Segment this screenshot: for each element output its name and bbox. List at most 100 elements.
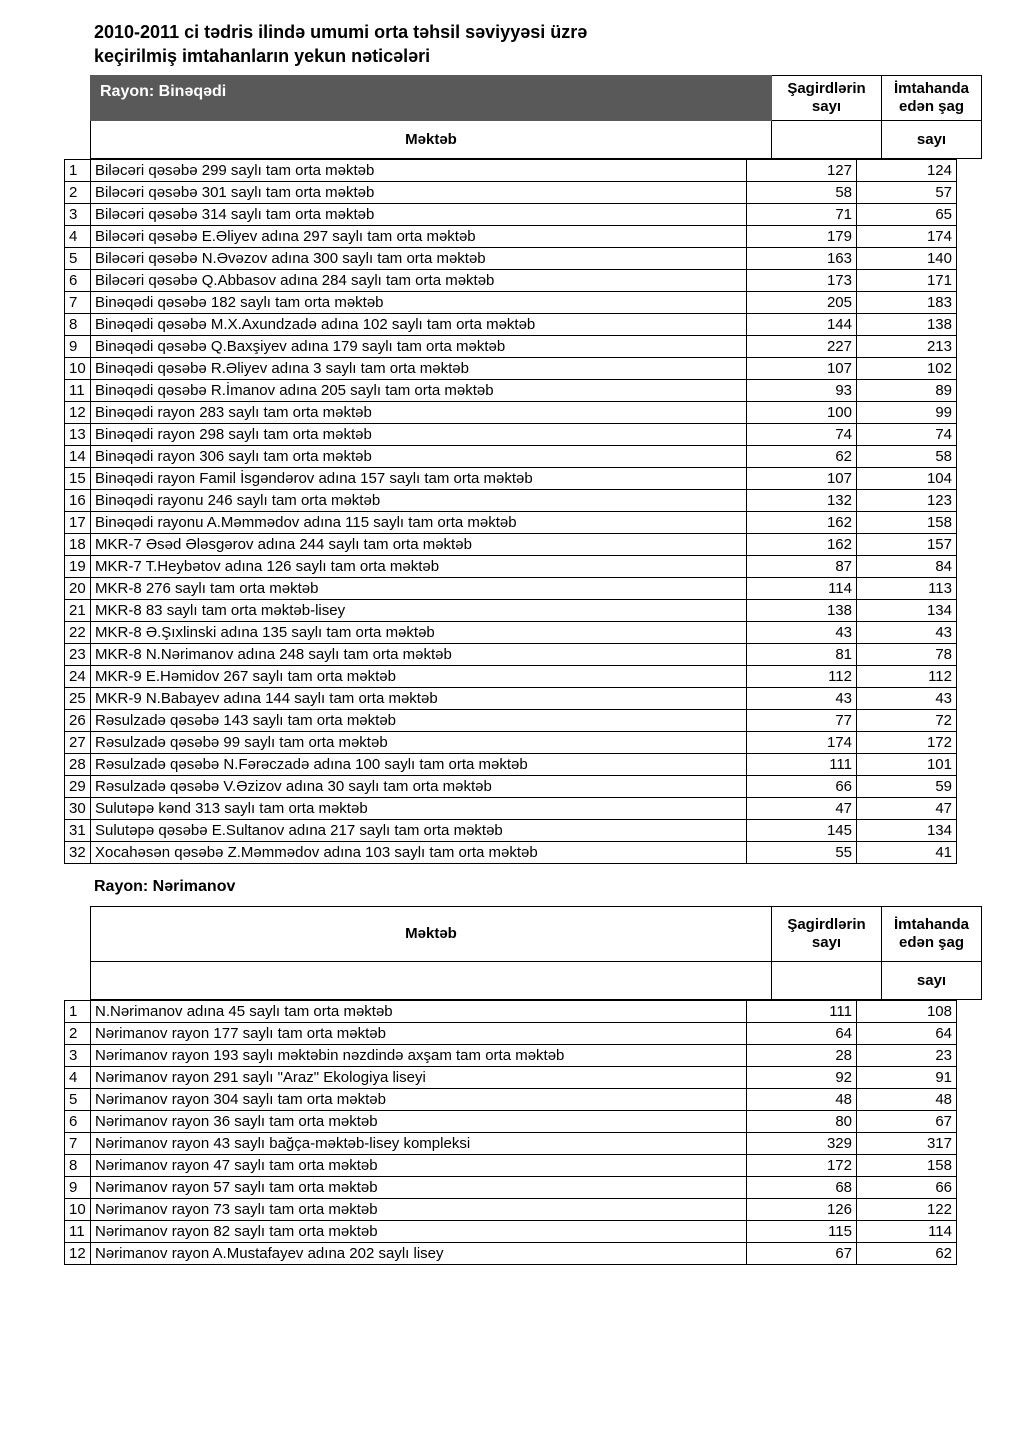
school-name: Nərimanov rayon 304 saylı tam orta məktə… (91, 1088, 747, 1110)
table-row: 9Binəqədi qəsəbə Q.Baxşiyev adına 179 sa… (65, 335, 957, 357)
table-row: 1N.Nərimanov adına 45 saylı tam orta mək… (65, 1000, 957, 1022)
exam-count: 78 (857, 643, 957, 665)
school-name: Binəqədi rayon 283 saylı tam orta məktəb (91, 401, 747, 423)
exam-count: 43 (857, 687, 957, 709)
table-row: 28Rəsulzadə qəsəbə N.Fərəczadə adına 100… (65, 753, 957, 775)
students-count: 74 (747, 423, 857, 445)
school-name: MKR-9 E.Həmidov 267 saylı tam orta məktə… (91, 665, 747, 687)
table-row: 5Biləcəri qəsəbə N.Əvəzov adına 300 sayl… (65, 247, 957, 269)
exam-count: 101 (857, 753, 957, 775)
school-name: MKR-8 276 saylı tam orta məktəb (91, 577, 747, 599)
school-name: Binəqədi rayon 306 saylı tam orta məktəb (91, 445, 747, 467)
students-count: 80 (747, 1110, 857, 1132)
school-name: Binəqədi rayonu A.Məmmədov adına 115 say… (91, 511, 747, 533)
row-number: 2 (65, 1022, 91, 1044)
region2-subheader: sayı (90, 962, 1020, 1000)
row-number: 30 (65, 797, 91, 819)
row-number: 11 (65, 379, 91, 401)
school-name: Xocahəsən qəsəbə Z.Məmmədov adına 103 sa… (91, 841, 747, 863)
table-row: 11Binəqədi qəsəbə R.İmanov adına 205 say… (65, 379, 957, 401)
row-number: 2 (65, 181, 91, 203)
page-title: 2010-2011 ci tədris ilində umumi orta tə… (90, 20, 1020, 69)
school-name: MKR-7 T.Heybətov adına 126 saylı tam ort… (91, 555, 747, 577)
table-row: 10Nərimanov rayon 73 saylı tam orta məkt… (65, 1198, 957, 1220)
table-row: 13Binəqədi rayon 298 saylı tam orta məkt… (65, 423, 957, 445)
students-count: 112 (747, 665, 857, 687)
exam-count: 172 (857, 731, 957, 753)
students-count: 71 (747, 203, 857, 225)
exam-count: 43 (857, 621, 957, 643)
exam-count: 99 (857, 401, 957, 423)
students-count: 205 (747, 291, 857, 313)
row-number: 22 (65, 621, 91, 643)
students-count: 227 (747, 335, 857, 357)
region1-table: 1Biləcəri qəsəbə 299 saylı tam orta məkt… (64, 159, 957, 864)
row-number: 9 (65, 335, 91, 357)
exam-count: 59 (857, 775, 957, 797)
table-row: 11Nərimanov rayon 82 saylı tam orta məkt… (65, 1220, 957, 1242)
students-count: 100 (747, 401, 857, 423)
exam-count: 124 (857, 159, 957, 181)
exam-count: 122 (857, 1198, 957, 1220)
students-count: 114 (747, 577, 857, 599)
students-count: 55 (747, 841, 857, 863)
region2-col-count: sayı (882, 962, 982, 1000)
row-number: 25 (65, 687, 91, 709)
students-count: 179 (747, 225, 857, 247)
school-name: N.Nərimanov adına 45 saylı tam orta məkt… (91, 1000, 747, 1022)
row-number: 1 (65, 1000, 91, 1022)
row-number: 12 (65, 1242, 91, 1264)
school-name: Biləcəri qəsəbə 299 saylı tam orta məktə… (91, 159, 747, 181)
table-row: 17Binəqədi rayonu A.Məmmədov adına 115 s… (65, 511, 957, 533)
exam-count: 123 (857, 489, 957, 511)
row-number: 5 (65, 1088, 91, 1110)
exam-count: 171 (857, 269, 957, 291)
students-count: 138 (747, 599, 857, 621)
school-name: Rəsulzadə qəsəbə N.Fərəczadə adına 100 s… (91, 753, 747, 775)
school-name: Rəsulzadə qəsəbə 143 saylı tam orta məkt… (91, 709, 747, 731)
row-number: 31 (65, 819, 91, 841)
row-number: 15 (65, 467, 91, 489)
students-count: 144 (747, 313, 857, 335)
school-name: Biləcəri qəsəbə 314 saylı tam orta məktə… (91, 203, 747, 225)
table-row: 7Nərimanov rayon 43 saylı bağça-məktəb-l… (65, 1132, 957, 1154)
row-number: 11 (65, 1220, 91, 1242)
row-number: 21 (65, 599, 91, 621)
region2-sub-empty (772, 962, 882, 1000)
row-number: 10 (65, 1198, 91, 1220)
row-number: 23 (65, 643, 91, 665)
exam-count: 158 (857, 511, 957, 533)
row-number: 14 (65, 445, 91, 467)
students-count: 107 (747, 357, 857, 379)
table-row: 27Rəsulzadə qəsəbə 99 saylı tam orta mək… (65, 731, 957, 753)
table-row: 15Binəqədi rayon Famil İsgəndərov adına … (65, 467, 957, 489)
table-row: 23MKR-8 N.Nərimanov adına 248 saylı tam … (65, 643, 957, 665)
exam-count: 114 (857, 1220, 957, 1242)
table-row: 19MKR-7 T.Heybətov adına 126 saylı tam o… (65, 555, 957, 577)
table-row: 16Binəqədi rayonu 246 saylı tam orta mək… (65, 489, 957, 511)
students-count: 43 (747, 687, 857, 709)
exam-count: 65 (857, 203, 957, 225)
school-name: Nərimanov rayon A.Mustafayev adına 202 s… (91, 1242, 747, 1264)
students-count: 127 (747, 159, 857, 181)
exam-count: 23 (857, 1044, 957, 1066)
exam-count: 112 (857, 665, 957, 687)
students-count: 93 (747, 379, 857, 401)
exam-count: 158 (857, 1154, 957, 1176)
table-row: 8Nərimanov rayon 47 saylı tam orta məktə… (65, 1154, 957, 1176)
exam-count: 174 (857, 225, 957, 247)
exam-count: 89 (857, 379, 957, 401)
subheader-empty (772, 121, 882, 159)
students-count: 62 (747, 445, 857, 467)
students-count: 87 (747, 555, 857, 577)
table-row: 8Binəqədi qəsəbə M.X.Axundzadə adına 102… (65, 313, 957, 335)
students-count: 111 (747, 753, 857, 775)
row-number: 8 (65, 313, 91, 335)
row-number: 13 (65, 423, 91, 445)
school-name: Binəqədi qəsəbə R.Əliyev adına 3 saylı t… (91, 357, 747, 379)
students-count: 145 (747, 819, 857, 841)
exam-count: 58 (857, 445, 957, 467)
table-row: 9Nərimanov rayon 57 saylı tam orta məktə… (65, 1176, 957, 1198)
school-name: Nərimanov rayon 43 saylı bağça-məktəb-li… (91, 1132, 747, 1154)
table-row: 1Biləcəri qəsəbə 299 saylı tam orta məkt… (65, 159, 957, 181)
